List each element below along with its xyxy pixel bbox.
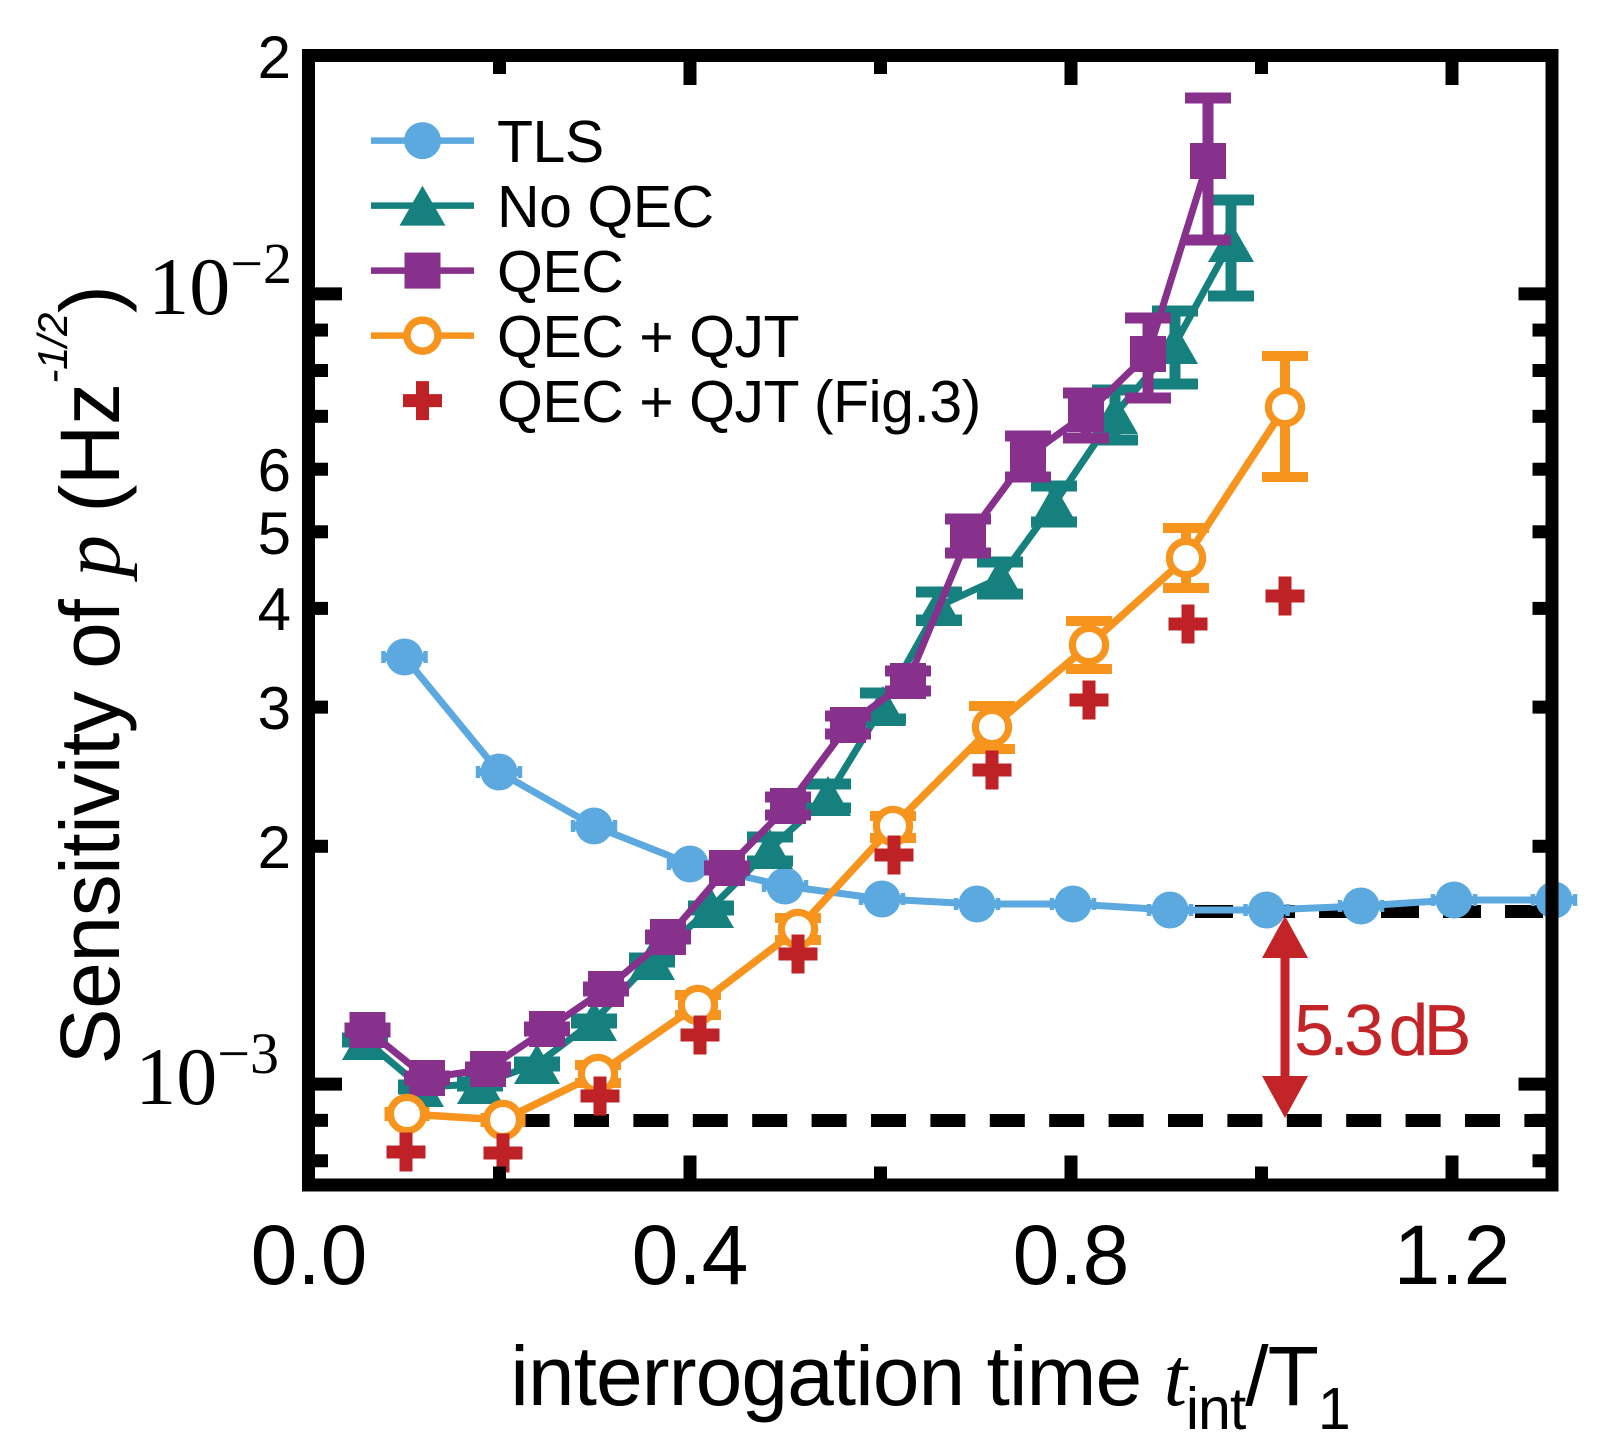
svg-text:TLS: TLS — [497, 109, 604, 175]
svg-text:5: 5 — [258, 500, 291, 567]
svg-text:Sensitivity of p (Hz-1/2): Sensitivity of p (Hz-1/2) — [29, 286, 138, 1065]
svg-text:10−3: 10−3 — [135, 1021, 279, 1122]
svg-text:0.0: 0.0 — [251, 1208, 368, 1302]
svg-text:2: 2 — [258, 24, 291, 91]
svg-text:0.4: 0.4 — [632, 1208, 749, 1302]
svg-text:QEC + QJT: QEC + QJT — [497, 304, 799, 370]
svg-text:QEC: QEC — [497, 239, 623, 305]
svg-text:2: 2 — [258, 814, 291, 881]
svg-text:No QEC: No QEC — [497, 174, 714, 240]
svg-text:10−2: 10−2 — [148, 231, 292, 332]
svg-text:3: 3 — [258, 675, 291, 742]
svg-text:0.8: 0.8 — [1013, 1208, 1130, 1302]
svg-text:6: 6 — [258, 437, 291, 504]
svg-text:1.2: 1.2 — [1394, 1208, 1511, 1302]
svg-text:4: 4 — [258, 576, 291, 643]
svg-text:QEC + QJT (Fig.3): QEC + QJT (Fig.3) — [497, 369, 981, 435]
svg-text:5.3 dB: 5.3 dB — [1294, 991, 1469, 1071]
